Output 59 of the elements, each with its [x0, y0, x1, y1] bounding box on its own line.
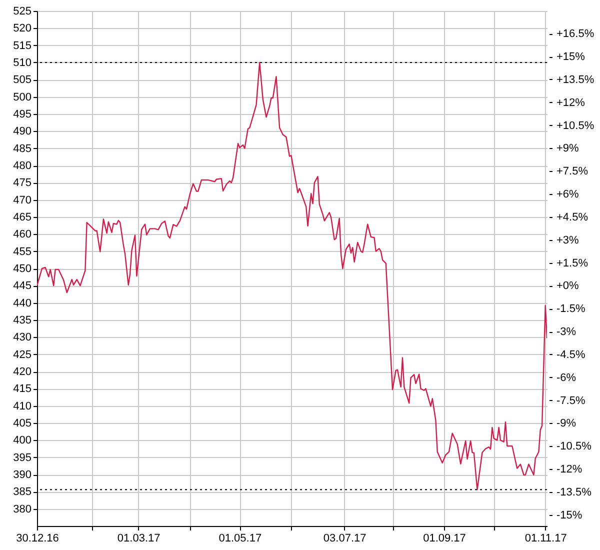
- y-tick-label: 385: [13, 486, 32, 498]
- line-series: [37, 62, 547, 490]
- y-tick-label: 395: [13, 452, 32, 464]
- y2-tick-label: -3%: [556, 326, 576, 338]
- y-tick-label: 460: [13, 228, 32, 241]
- y-tick-label: 500: [13, 91, 32, 104]
- y-tick-label: 525: [13, 6, 32, 18]
- x-tick-label: 01.09.17: [423, 532, 466, 544]
- y2-tick-label: +4.5%: [556, 211, 588, 224]
- y2-tick-label: +10.5%: [556, 120, 594, 132]
- x-tick-label: 01.05.17: [218, 532, 262, 544]
- y-tick-label: 485: [13, 142, 32, 155]
- y2-tick-label: -6%: [556, 372, 576, 384]
- y-tick-label: 425: [13, 348, 32, 361]
- y-tick-label: 465: [13, 212, 32, 224]
- y2-tick-label: -12%: [556, 464, 582, 476]
- x-tick-label: 01.03.17: [117, 532, 160, 544]
- y2-tick-label: +15%: [556, 51, 586, 64]
- y2-tick-label: +12%: [556, 96, 586, 109]
- y-tick-label: 410: [13, 400, 32, 412]
- y-tick-label: 440: [13, 297, 32, 310]
- y2-tick-label: +3%: [556, 234, 580, 246]
- y-tick-label: 435: [13, 314, 32, 326]
- y-tick-label: 520: [13, 22, 32, 35]
- y-tick-label: 475: [13, 177, 32, 190]
- y2-tick-label: -15%: [556, 509, 582, 522]
- y2-tick-label: -9%: [556, 418, 576, 430]
- y-tick-label: 515: [13, 40, 32, 52]
- y2-tick-label: +16.5%: [556, 28, 594, 40]
- y-tick-label: 405: [13, 418, 32, 430]
- y-tick-label: 510: [13, 57, 32, 69]
- y-tick-label: 380: [13, 503, 32, 516]
- y-tick-label: 400: [13, 434, 32, 447]
- x-tick-label: 03.07.17: [323, 532, 366, 544]
- y2-tick-label: -7.5%: [556, 394, 586, 407]
- y-tick-label: 470: [13, 194, 32, 206]
- y-tick-label: 450: [13, 263, 32, 275]
- y-tick-label: 420: [13, 366, 32, 378]
- y-tick-label: 445: [13, 280, 32, 292]
- y-tick-label: 430: [13, 332, 32, 344]
- y2-tick-label: +7.5%: [556, 166, 588, 178]
- y-tick-label: 415: [13, 383, 32, 396]
- y2-tick-label: +1.5%: [556, 257, 588, 270]
- y-tick-label: 505: [13, 74, 32, 86]
- x-tick-label: 01.11.17: [524, 532, 567, 544]
- y-tick-label: 390: [13, 469, 32, 481]
- y2-tick-label: -1.5%: [556, 303, 586, 316]
- y2-tick-label: -13.5%: [556, 486, 592, 498]
- y2-tick-label: +0%: [556, 280, 580, 292]
- y-tick-label: 495: [13, 108, 32, 120]
- x-tick-label: 30.12.16: [16, 532, 59, 544]
- y-tick-label: 480: [13, 160, 32, 172]
- y2-tick-label: +13.5%: [556, 74, 594, 86]
- y-tick-label: 490: [13, 126, 32, 138]
- y2-tick-label: +9%: [556, 142, 580, 155]
- y2-tick-label: +6%: [556, 188, 580, 201]
- y2-tick-label: -10.5%: [556, 440, 592, 453]
- y-tick-label: 455: [13, 246, 32, 258]
- y2-tick-label: -4.5%: [556, 348, 586, 361]
